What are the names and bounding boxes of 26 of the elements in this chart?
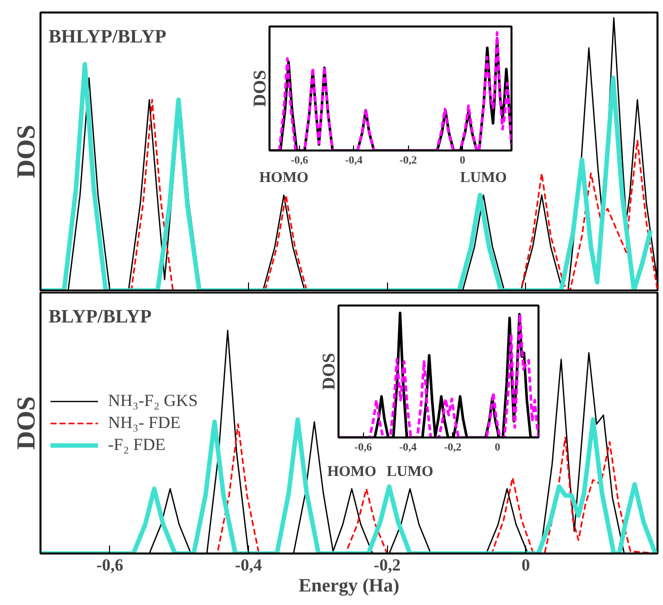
x-tick-label: -0,6 [290, 154, 309, 166]
x-axis-title: Energy (Ha) [298, 576, 400, 596]
annotation: HOMO [259, 170, 308, 186]
x-tick-label: 0 [460, 154, 466, 166]
y-axis-title: DOS [12, 124, 40, 178]
x-tick-label: -0,6 [96, 556, 124, 574]
x-tick-label: -0,6 [354, 442, 372, 454]
y-axis-title: DOS [12, 396, 40, 450]
x-tick-label: -0,4 [399, 442, 418, 454]
x-tick-label: -0,2 [444, 442, 462, 454]
annotation: LUMO [386, 464, 434, 480]
annotation: HOMO [327, 464, 376, 480]
x-tick-label: -0,4 [235, 556, 262, 574]
y-axis-title: DOS [318, 352, 338, 390]
x-tick-label: -0,2 [399, 154, 418, 166]
x-tick-label: -0,4 [345, 154, 363, 166]
annotation: LUMO [460, 170, 507, 186]
legend-label: -F₂ FDE [108, 434, 166, 454]
x-tick-label: 0 [522, 556, 530, 574]
y-axis-title: DOS [250, 70, 270, 108]
text: BLYP/BLYP [48, 306, 152, 328]
legend-label: NH₃-F₂ GKS [108, 390, 198, 410]
annotation: BHLYP/BLYP [48, 26, 167, 48]
legend-label: NH₃- FDE [108, 412, 181, 432]
x-tick-label: -0,2 [374, 556, 401, 574]
x-tick-label: 0 [494, 442, 501, 454]
